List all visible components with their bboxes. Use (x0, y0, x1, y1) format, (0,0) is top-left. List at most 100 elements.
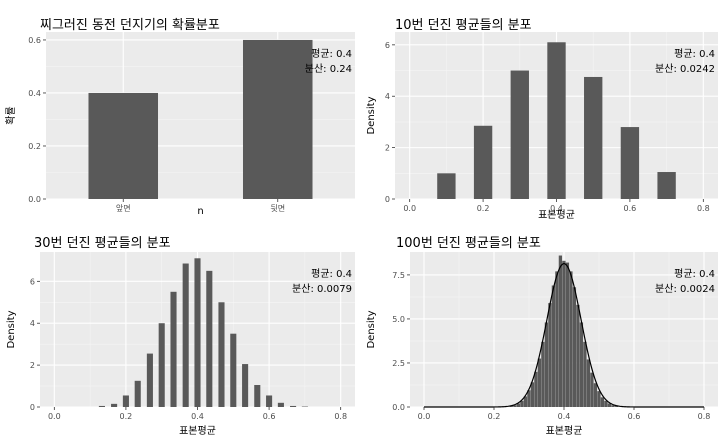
histogram-bar (135, 381, 141, 407)
y-tick-label: 0 (385, 195, 390, 204)
mean-annotation: 평균: 0.4 (311, 48, 352, 60)
chart-title: 10번 던진 평균들의 분포 (395, 14, 532, 33)
y-tick-label: 2.5 (392, 359, 405, 368)
y-axis-label: 확률 (5, 106, 17, 124)
variance-annotation: 분산: 0.24 (305, 63, 352, 75)
histogram-bar (538, 359, 541, 407)
x-tick-label: 0.6 (628, 412, 641, 421)
histogram-bar (534, 372, 537, 407)
histogram-bar (576, 305, 579, 407)
histogram-bar (584, 77, 602, 199)
histogram-bar (541, 342, 544, 407)
y-tick-label: 6 (385, 41, 390, 50)
y-tick-label: 0.0 (28, 195, 41, 204)
y-tick-label: 0.2 (28, 142, 41, 151)
mean-annotation: 평균: 0.4 (311, 268, 352, 280)
histogram-bar (290, 406, 296, 407)
y-tick-label: 4 (385, 92, 390, 101)
histogram-bar (566, 263, 569, 407)
histogram-bar (531, 382, 534, 407)
histogram-bar (597, 391, 600, 407)
x-tick-label: 0.0 (48, 412, 61, 421)
x-tick-label: 0.4 (191, 412, 204, 421)
x-axis-label: 표본평균 (179, 425, 216, 437)
histogram-bar (99, 406, 105, 407)
chart-title: 100번 던진 평균들의 분포 (396, 232, 541, 251)
mean-annotation: 평균: 0.4 (674, 268, 715, 280)
mean-annotation: 평균: 0.4 (674, 48, 715, 60)
histogram-bar (278, 403, 284, 407)
histogram-bar (123, 395, 129, 407)
bar (88, 93, 158, 199)
y-axis-label: Density (6, 310, 17, 348)
variance-annotation: 분산: 0.0079 (292, 283, 352, 295)
x-tick-label: 0.0 (418, 412, 431, 421)
histogram-bar (583, 342, 586, 407)
histogram-bar (657, 172, 675, 199)
histogram-bar (601, 397, 604, 407)
chart-svg-4: 0.0 2.5 5.0 7.5 0.0 0.2 0.4 0.6 0.8 표본평균 Density 평균… (363, 222, 726, 444)
y-tick-label: 0 (30, 403, 35, 412)
y-tick-label: 6 (30, 277, 35, 286)
histogram-bar (562, 261, 565, 407)
x-tick-label: 0.2 (120, 412, 133, 421)
histogram-bar (580, 322, 583, 407)
y-tick-label: 2 (30, 361, 35, 370)
histogram-bar (147, 354, 153, 407)
histogram-bar (621, 127, 639, 199)
histogram-bar (159, 323, 165, 407)
histogram-bar (569, 271, 572, 407)
histogram-bar (511, 71, 529, 199)
bar (243, 40, 313, 199)
x-tick-label: 0.4 (558, 412, 571, 421)
x-tick-label: 앞면 (116, 203, 131, 213)
histogram-bar (552, 285, 555, 407)
y-tick-label: 0.4 (28, 89, 41, 98)
histogram-bar (437, 173, 455, 199)
y-tick-label: 4 (30, 319, 35, 328)
histogram-bar (170, 292, 176, 407)
chart-title: 찌그러진 동전 던지기의 확률분포 (40, 14, 220, 33)
histogram-bar (242, 364, 248, 407)
histogram-bar (254, 385, 260, 407)
histogram-bar (230, 334, 236, 407)
histogram-bar (474, 126, 492, 199)
histogram-bar (573, 287, 576, 407)
y-tick-label: 0.6 (28, 36, 41, 45)
histogram-bar (548, 303, 551, 407)
x-tick-label: 0.8 (334, 412, 347, 421)
histogram-bar (545, 322, 548, 407)
y-tick-label: 7.5 (392, 271, 405, 280)
y-tick-label: 5.0 (392, 315, 405, 324)
x-tick-label: 0.2 (488, 412, 501, 421)
histogram-bar (555, 271, 558, 407)
y-tick-label: 2 (385, 144, 390, 153)
histogram-bar (218, 302, 224, 407)
histogram-bar (266, 395, 272, 407)
y-axis-label: Density (366, 310, 377, 348)
variance-annotation: 분산: 0.0242 (655, 63, 715, 75)
histogram-bar (559, 256, 562, 407)
histogram-bar (604, 401, 607, 407)
x-tick-label: 뒷면 (270, 203, 285, 213)
histogram-bar (587, 359, 590, 407)
chart-title: 30번 던진 평균들의 분포 (34, 232, 171, 251)
x-axis-label: 표본평균 (546, 425, 583, 437)
x-tick-label: 0.8 (697, 204, 710, 213)
histogram-bar (194, 258, 200, 407)
y-axis-label: Density (366, 96, 377, 134)
histogram-bar (206, 271, 212, 407)
y-tick-label: 0.0 (392, 403, 405, 412)
histogram-bar (111, 404, 117, 407)
x-axis-label: 표본평균 (538, 209, 575, 221)
x-tick-label: 0.8 (698, 412, 711, 421)
histogram-bar (183, 264, 189, 407)
x-tick-label: 0.6 (624, 204, 637, 213)
histogram-bar (547, 42, 565, 199)
